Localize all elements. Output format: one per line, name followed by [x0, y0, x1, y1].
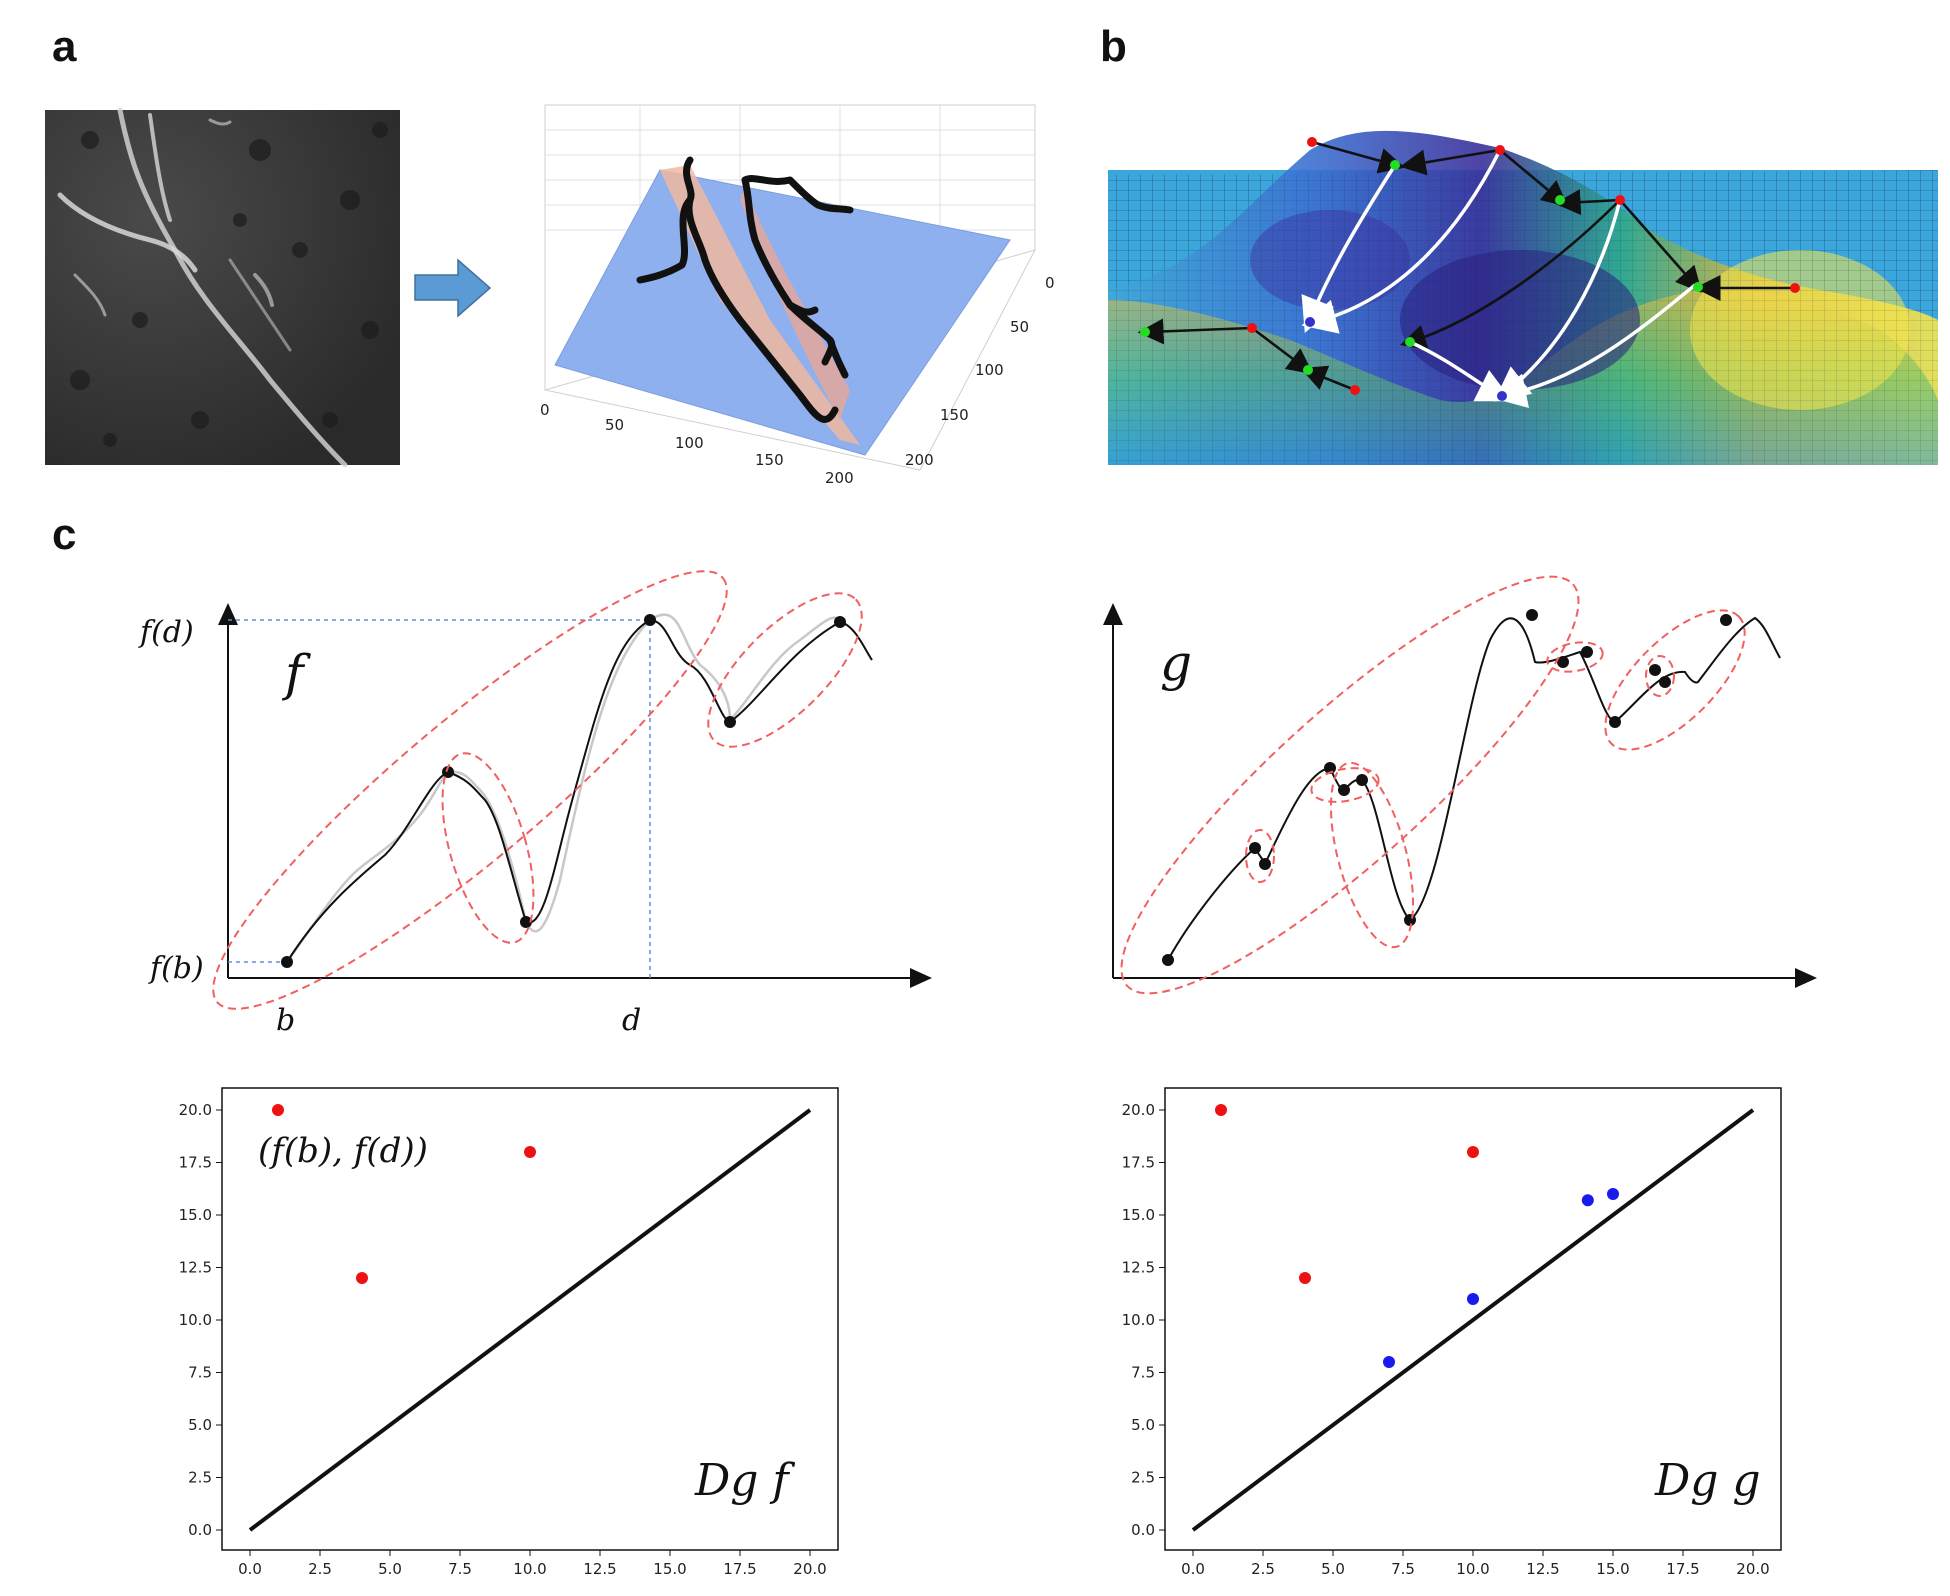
y-tick-label: 0.0: [188, 1521, 212, 1539]
diagonal-line: [1191, 1108, 1755, 1532]
persistence-diagram-g: 0.0 2.5 5.0 7.5 10.0 12.5 15.0 17.5 20.0 0.0 2.5 5.…: [1122, 1087, 1782, 1578]
surface-x-ticks: 0 50 100 150 200: [540, 401, 854, 487]
x-tick-label: 5.0: [1321, 1560, 1345, 1578]
x-tick-label: 5.0: [378, 1560, 402, 1578]
panel-label-b: b: [1100, 22, 1127, 71]
red-point: [1215, 1104, 1227, 1116]
y-tick-label: 5.0: [1131, 1416, 1155, 1434]
microscopy-image: [45, 107, 400, 468]
x-tick-label: 7.5: [1391, 1560, 1415, 1578]
y-tick-label: 10.0: [179, 1311, 212, 1329]
tick: 200: [825, 469, 854, 487]
y-tick-label: 2.5: [1131, 1469, 1155, 1487]
y-tick-label: 20.0: [179, 1101, 212, 1119]
y-tick-label: 20.0: [1122, 1101, 1155, 1119]
blue-point: [1607, 1188, 1619, 1200]
tick: 0: [540, 401, 550, 419]
x-tick-label: 10.0: [1456, 1560, 1489, 1578]
function-g-name: g: [1160, 634, 1192, 692]
label-f-b: f(b): [148, 951, 204, 986]
y-tick-label: 7.5: [188, 1364, 212, 1382]
transform-arrow: [414, 258, 492, 318]
x-tick-label: 15.0: [1596, 1560, 1629, 1578]
panel-label-c: c: [52, 510, 77, 559]
y-tick-label: 17.5: [179, 1154, 212, 1172]
x-tick-label: 0.0: [1181, 1560, 1205, 1578]
red-point: [356, 1272, 368, 1284]
morse-terrain: [1108, 130, 1938, 465]
diagram-g-title: Dg g: [1654, 1455, 1761, 1506]
y-tick-label: 7.5: [1131, 1364, 1155, 1382]
tick: 50: [1010, 318, 1029, 336]
tick: 150: [940, 406, 969, 424]
blue-point: [1581, 1194, 1594, 1207]
diagonal-line: [248, 1108, 812, 1532]
y-tick-label: 2.5: [188, 1469, 212, 1487]
function-f-name: f: [281, 644, 311, 702]
label-f-d: f(d): [138, 615, 194, 650]
x-tick-label: 17.5: [723, 1560, 756, 1578]
tick: 100: [675, 434, 704, 452]
red-point: [524, 1146, 536, 1158]
y-tick-label: 10.0: [1122, 1311, 1155, 1329]
y-tick-label: 15.0: [1122, 1206, 1155, 1224]
x-tick-label: 20.0: [1736, 1560, 1769, 1578]
x-tick-label: 15.0: [653, 1560, 686, 1578]
y-tick-label: 15.0: [179, 1206, 212, 1224]
y-tick-label: 12.5: [1122, 1259, 1155, 1277]
tick: 150: [755, 451, 784, 469]
x-tick-label: 0.0: [238, 1560, 262, 1578]
surface-plot-3d: 0 50 100 150 200 0 50 100 150 200: [540, 104, 1055, 487]
x-tick-label: 2.5: [308, 1560, 332, 1578]
y-tick-label: 0.0: [1131, 1521, 1155, 1539]
red-point: [272, 1104, 284, 1116]
x-tick-label: 17.5: [1666, 1560, 1699, 1578]
x-tick-label: 12.5: [1526, 1560, 1559, 1578]
function-g-plot: g: [1103, 575, 1817, 995]
red-point: [1299, 1272, 1311, 1284]
red-point: [1467, 1146, 1479, 1158]
x-tick-label: 12.5: [583, 1560, 616, 1578]
diagram-f-title: Dg f: [694, 1455, 795, 1506]
surface-y-ticks: 0 50 100 150 200: [905, 274, 1055, 469]
x-tick-label: 20.0: [793, 1560, 826, 1578]
y-tick-label: 17.5: [1122, 1154, 1155, 1172]
tick: 50: [605, 416, 624, 434]
x-tick-label: 10.0: [513, 1560, 546, 1578]
y-tick-label: 12.5: [179, 1259, 212, 1277]
tick: 100: [975, 361, 1004, 379]
x-tick-label: 7.5: [448, 1560, 472, 1578]
blue-point: [1383, 1356, 1395, 1368]
tick: 0: [1045, 274, 1055, 292]
persistence-diagram-f: 0.0 2.5 5.0 7.5 10.0 12.5 15.0 17.5 20.0 0.0 2.5 5.…: [179, 1087, 839, 1578]
tick: 200: [905, 451, 934, 469]
panel-label-a: a: [52, 22, 77, 71]
diagram-f-annotation: (f(b), f(d)): [258, 1131, 428, 1171]
label-b: b: [276, 1003, 295, 1038]
label-d: d: [622, 1003, 641, 1038]
function-f-plot: f(d) f(b) b d f: [138, 570, 932, 1038]
x-tick-label: 2.5: [1251, 1560, 1275, 1578]
y-tick-label: 5.0: [188, 1416, 212, 1434]
blue-point: [1467, 1293, 1479, 1305]
